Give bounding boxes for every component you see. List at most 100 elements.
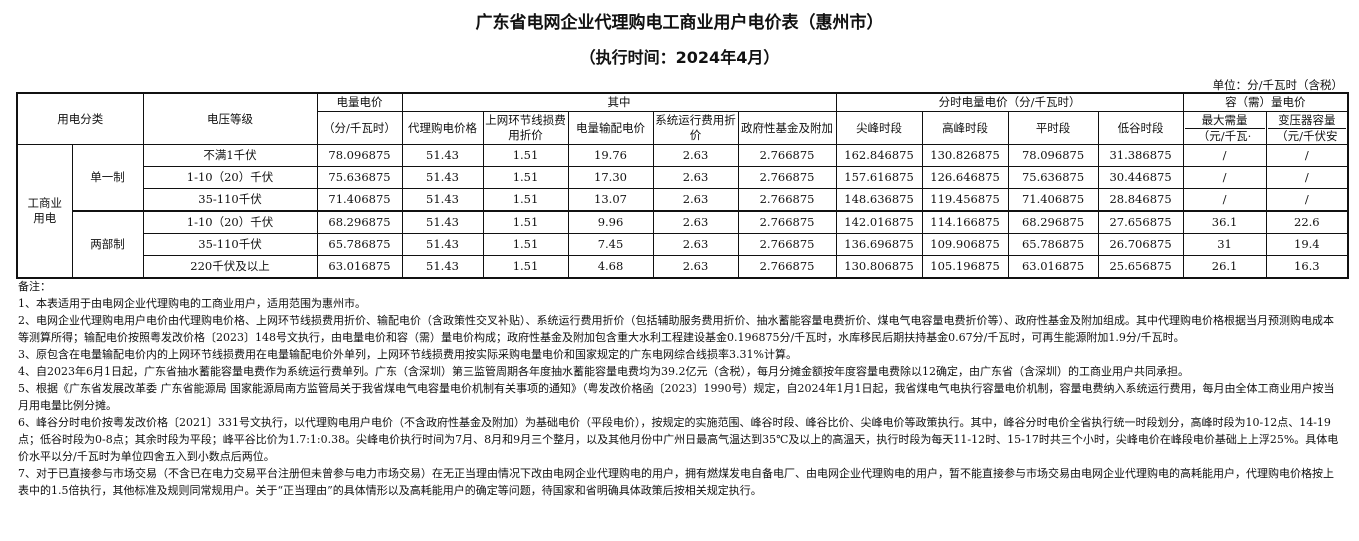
value-cell: 68.296875 [316, 210, 403, 234]
value-cell: 51.43 [401, 233, 484, 256]
page-subtitle: （执行时间：2024年4月） [579, 48, 780, 67]
value-cell: 2.63 [652, 210, 739, 234]
group-cell: 工商业用电 [16, 144, 73, 279]
value-cell: 2.766875 [737, 255, 837, 279]
table-row: 1-10（20）千伏 75.636875 51.43 1.51 17.30 2.63 2.7… [17, 166, 1349, 189]
header-transformer: 变压器容量 （元/千伏安 [1265, 111, 1349, 145]
value-cell: 31.386875 [1097, 144, 1184, 167]
value-cell: 9.96 [567, 210, 654, 234]
page-title: 广东省电网企业代理购电工商业用户电价表（惠州市） [475, 13, 884, 33]
voltage-cell: 不满1千伏 [142, 144, 318, 167]
value-cell: 26.706875 [1097, 233, 1184, 256]
value-cell: 28.846875 [1097, 188, 1184, 212]
note-item: 3、原包含在电量输配电价内的上网环节线损费用在电量输配电价外单列，上网环节线损费… [18, 348, 797, 361]
system-cell: 两部制 [71, 210, 144, 279]
value-cell: 2.63 [652, 166, 739, 189]
value-cell: 162.846875 [835, 144, 923, 167]
note-item: 6、峰谷分时电价按粤发改价格〔2021〕331号文执行，以代理购电用户电价（不含… [18, 416, 1339, 463]
value-cell: 22.6 [1265, 210, 1349, 234]
header-voltage: 电压等级 [142, 92, 318, 145]
value-cell: 130.826875 [921, 144, 1009, 167]
value-cell: 71.406875 [1007, 188, 1099, 212]
header-system-cost: 系统运行费用折价 [652, 111, 739, 145]
header-among: 其中 [401, 92, 837, 112]
price-table: 用电分类 电压等级 电量电价 其中 分时电量电价（分/千瓦时） 容（需）量电价 … [16, 92, 1350, 279]
value-cell: 157.616875 [835, 166, 923, 189]
value-cell: 51.43 [401, 144, 484, 167]
value-cell: 4.68 [567, 255, 654, 279]
value-cell: 2.63 [652, 233, 739, 256]
max-demand-unit: （元/千瓦· [1184, 127, 1265, 144]
voltage-cell: 35-110千伏 [142, 188, 318, 212]
voltage-cell: 220千伏及以上 [142, 255, 318, 279]
value-cell: 75.636875 [316, 166, 403, 189]
value-cell: / [1182, 166, 1267, 189]
header-energy-price: 电量电价 [316, 92, 403, 112]
table-row: 35-110千伏 65.786875 51.43 1.51 7.45 2.63 2.7668… [17, 233, 1349, 256]
value-cell: 1.51 [482, 166, 569, 189]
value-cell: 25.656875 [1097, 255, 1184, 279]
value-cell: 65.786875 [1007, 233, 1099, 256]
value-cell: 19.4 [1265, 233, 1349, 256]
unit-label: 单位：分/千瓦时（含税） [1212, 78, 1343, 92]
value-cell: 71.406875 [316, 188, 403, 212]
value-cell: 78.096875 [316, 144, 403, 167]
value-cell: 136.696875 [835, 233, 923, 256]
value-cell: 7.45 [567, 233, 654, 256]
notes: 备注： 1、本表适用于由电网企业代理购电的工商业用户，适用范围为惠州市。 2、电… [18, 278, 1343, 499]
value-cell: 30.446875 [1097, 166, 1184, 189]
value-cell: 68.296875 [1007, 210, 1099, 234]
value-cell: 65.786875 [316, 233, 403, 256]
header-gov-fund: 政府性基金及附加 [737, 111, 837, 145]
value-cell: / [1182, 188, 1267, 212]
value-cell: 2.63 [652, 255, 739, 279]
transformer-label: 变压器容量 [1278, 112, 1336, 127]
table-row: 工商业用电 单一制 不满1千伏 78.096875 51.43 1.51 19.76 2.63… [16, 144, 1349, 279]
value-cell: 2.766875 [737, 166, 837, 189]
value-cell: 17.30 [567, 166, 654, 189]
value-cell: 13.07 [567, 188, 654, 212]
table-row: 35-110千伏 71.406875 51.43 1.51 13.07 2.63 2.766… [17, 188, 1349, 212]
header-category: 用电分类 [16, 92, 144, 145]
header-valley: 低谷时段 [1097, 111, 1184, 145]
header-tou: 分时电量电价（分/千瓦时） [835, 92, 1184, 112]
value-cell: 1.51 [482, 233, 569, 256]
value-cell: 19.76 [567, 144, 654, 167]
value-cell: 1.51 [482, 144, 569, 167]
value-cell: / [1265, 166, 1349, 189]
header-transmission: 电量输配电价 [567, 111, 654, 145]
value-cell: 16.3 [1265, 255, 1349, 279]
value-cell: 31 [1182, 233, 1267, 256]
value-cell: 51.43 [401, 188, 484, 212]
value-cell: 2.766875 [737, 210, 837, 234]
value-cell: 2.63 [652, 144, 739, 167]
transformer-unit: （元/千伏安 [1267, 127, 1347, 144]
value-cell: 63.016875 [1007, 255, 1099, 279]
value-cell: / [1182, 144, 1267, 167]
voltage-cell: 35-110千伏 [142, 233, 318, 256]
header-agent-price: 代理购电价格 [401, 111, 484, 145]
note-item: 2、电网企业代理购电用户电价由代理购电价格、上网环节线损费用折价、输配电价（含政… [18, 314, 1334, 344]
value-cell: 63.016875 [316, 255, 403, 279]
voltage-cell: 1-10（20）千伏 [142, 166, 318, 189]
system-cell: 单一制 [71, 144, 144, 212]
header-max-demand: 最大需量 （元/千瓦· [1182, 111, 1267, 145]
header-line-loss: 上网环节线损费用折价 [482, 111, 569, 145]
value-cell: 26.1 [1182, 255, 1267, 279]
value-cell: 2.766875 [737, 144, 837, 167]
header-capacity: 容（需）量电价 [1182, 92, 1349, 112]
voltage-cell: 1-10（20）千伏 [142, 210, 318, 234]
header-flat: 平时段 [1007, 111, 1099, 145]
value-cell: 27.656875 [1097, 210, 1184, 234]
value-cell: / [1265, 144, 1349, 167]
value-cell: 51.43 [401, 166, 484, 189]
value-cell: 114.166875 [921, 210, 1009, 234]
note-item: 7、对于已直接参与市场交易（不含已在电力交易平台注册但未曾参与电力市场交易）在无… [18, 467, 1334, 497]
table-row: 220千伏及以上 63.016875 51.43 1.51 4.68 2.63 2.7668… [17, 255, 1349, 279]
value-cell: 36.1 [1182, 210, 1267, 234]
value-cell: 51.43 [401, 210, 484, 234]
value-cell: 105.196875 [921, 255, 1009, 279]
value-cell: 2.63 [652, 188, 739, 212]
value-cell: 51.43 [401, 255, 484, 279]
header-sharp-peak: 尖峰时段 [835, 111, 923, 145]
